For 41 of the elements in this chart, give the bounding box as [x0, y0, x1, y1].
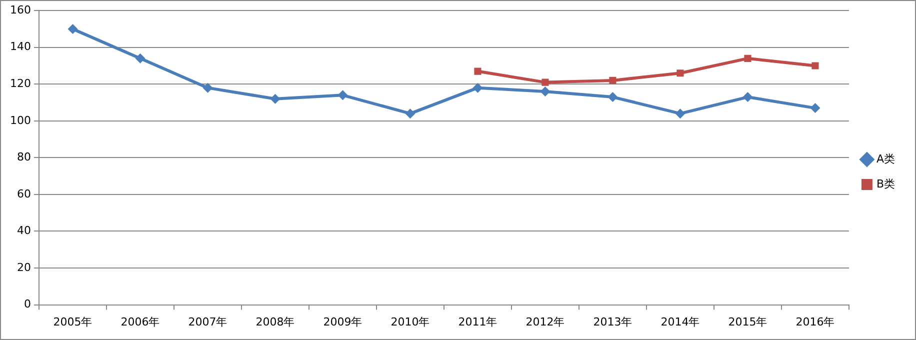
y-tick-label: 60 — [16, 187, 31, 200]
x-tick-label: 2011年 — [458, 315, 498, 328]
point — [608, 92, 618, 102]
x-tick-label: 2013年 — [593, 315, 632, 328]
point — [676, 70, 684, 77]
y-tick-label: 120 — [10, 77, 31, 90]
x-tick-label: 2007年 — [188, 315, 228, 328]
y-tick-label: 140 — [10, 40, 31, 54]
point — [270, 94, 280, 104]
point — [474, 68, 482, 75]
point — [202, 82, 213, 93]
x-tick-label: 2006年 — [120, 315, 160, 328]
y-tick-label: 160 — [10, 3, 31, 16]
point — [405, 108, 416, 119]
point — [744, 54, 752, 62]
legend-label: B类 — [876, 177, 895, 190]
point — [540, 86, 550, 97]
point — [542, 78, 549, 86]
point — [812, 62, 819, 70]
x-tick-label: 2009年 — [323, 315, 362, 328]
legend-label: A类 — [876, 152, 895, 166]
point — [675, 108, 686, 119]
point — [472, 82, 483, 93]
point — [742, 92, 753, 102]
y-tick-label: 80 — [16, 150, 31, 164]
x-tick-label: 2008年 — [256, 315, 295, 328]
point — [338, 90, 348, 100]
point — [609, 76, 616, 84]
y-tick-label: 20 — [16, 260, 31, 274]
y-tick-label: 0 — [24, 298, 31, 311]
x-tick-label: 2014年 — [660, 315, 700, 328]
x-tick-label: 2016年 — [796, 315, 835, 328]
point — [135, 53, 146, 64]
x-tick-label: 2015年 — [728, 315, 768, 328]
point — [810, 103, 820, 114]
y-tick-label: 100 — [10, 114, 31, 127]
point — [68, 24, 78, 34]
x-tick-label: 2012年 — [526, 315, 565, 328]
x-tick-label: 2010年 — [390, 315, 430, 328]
x-tick-label: 2005年 — [53, 315, 92, 328]
y-tick-label: 40 — [16, 224, 31, 238]
